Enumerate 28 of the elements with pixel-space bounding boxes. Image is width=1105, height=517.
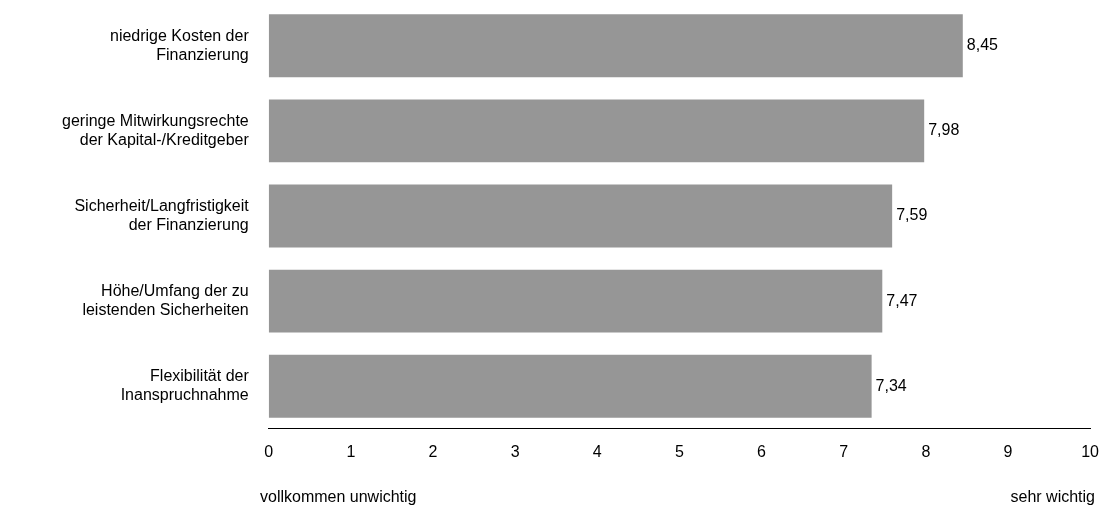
text: sehr wichtig [1010,488,1095,506]
x-tick-label: 7 [839,442,849,460]
data-label: 7,98 [928,121,960,139]
x-tick-label: 0 [264,442,274,460]
x-tick-label: 4 [592,442,602,460]
y-tick-label: Höhe/Umfang der zu leistenden Sicherheiten [82,281,249,319]
bar [268,269,883,333]
x-tick-label: 9 [1003,442,1013,460]
x-tick-label: 5 [674,442,684,460]
y-tick-label: niedrige Kosten der Finanzierung [109,26,250,63]
y-tick-label: geringe Mitwirkungsrechte der Kapital-/Kreditgeber [62,111,250,148]
x-tick-label: 1 [346,442,356,460]
bar [268,14,963,78]
data-label: 7,47 [886,291,918,309]
x-tick-label: 8 [921,442,931,460]
x-tick-label: 6 [757,442,767,460]
x-tick-label: 3 [510,442,520,460]
bar [268,99,925,163]
data-label: 8,45 [966,36,999,54]
data-label: 7,34 [875,376,907,394]
bar [268,354,872,418]
data-label: 7,59 [896,206,928,224]
y-tick-label: Flexibilität der Inanspruchnahme [120,367,250,404]
text: vollkommen unwichtig [260,488,417,506]
x-tick-label: 10 [1081,442,1100,460]
y-tick-label: Sicherheit/Langfristigkeit der Finanzierung [74,196,250,234]
bar [268,184,893,248]
x-tick-label: 2 [428,442,438,460]
